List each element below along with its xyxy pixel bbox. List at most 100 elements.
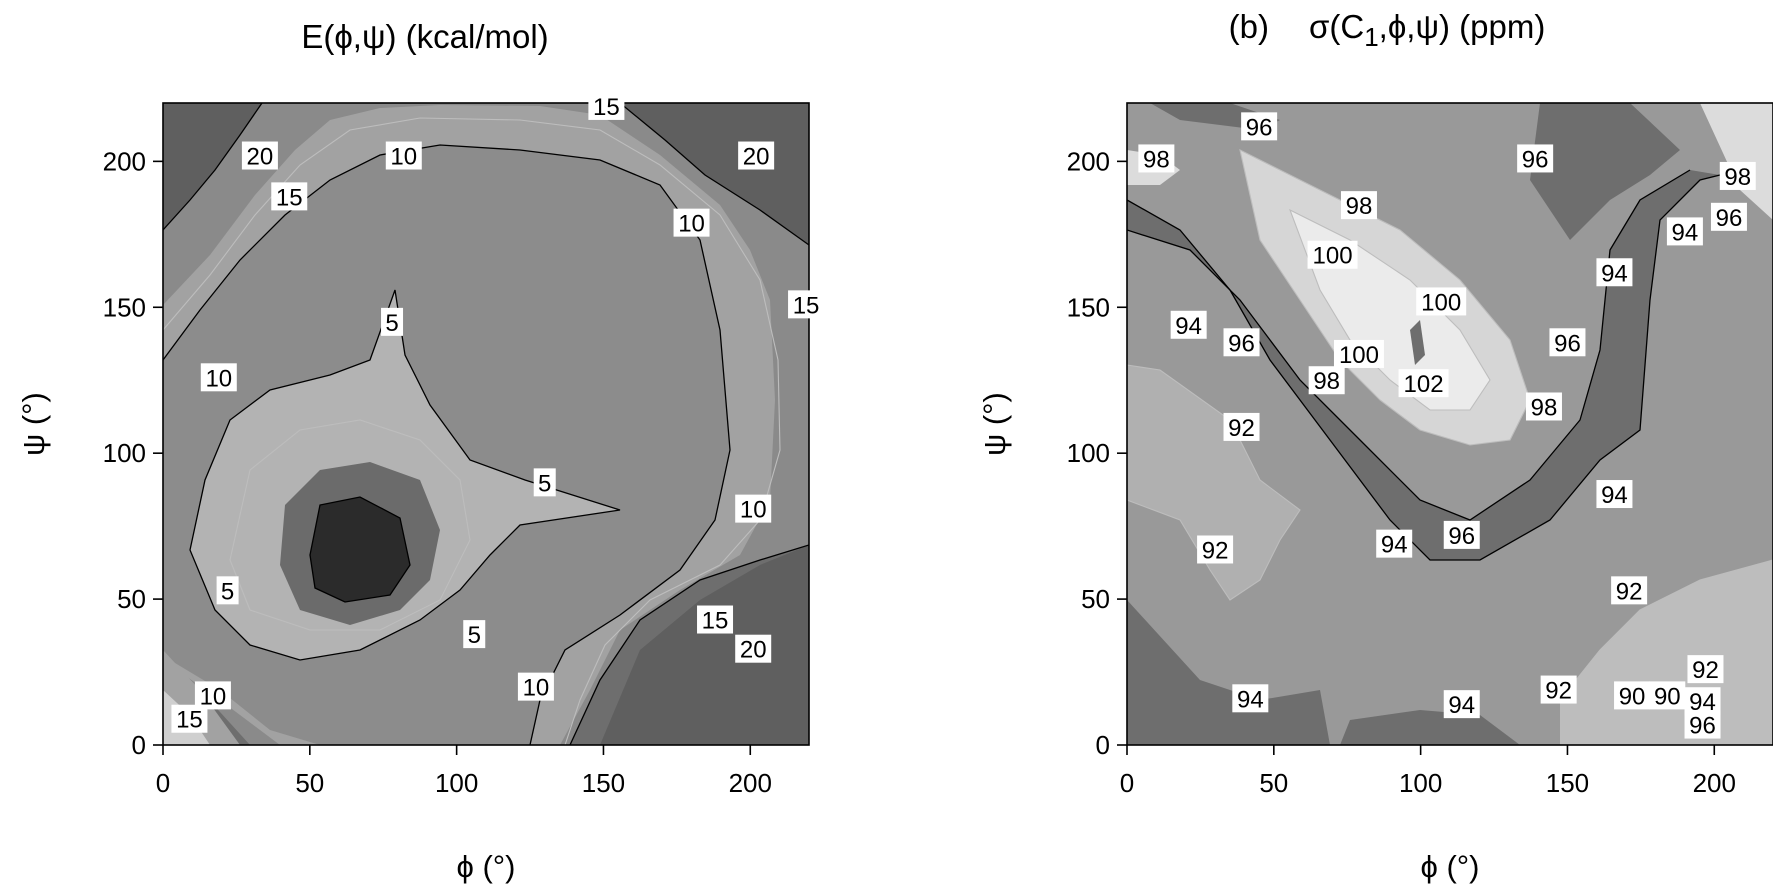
contour-label-box bbox=[1308, 366, 1345, 395]
contour-label-text: 92 bbox=[1545, 678, 1572, 705]
contour-label-text: 96 bbox=[1448, 523, 1475, 550]
contour-label: 15 bbox=[171, 704, 208, 734]
contour-label-text: 96 bbox=[1228, 330, 1255, 357]
contour-label-text: 90 bbox=[1654, 683, 1681, 710]
contour-label-box bbox=[1611, 576, 1648, 605]
contour-label: 96 bbox=[1710, 202, 1747, 232]
band-a-corner-tr bbox=[620, 103, 809, 245]
contour-label-text: 98 bbox=[1346, 193, 1373, 220]
contour-label-text: 94 bbox=[1601, 260, 1628, 287]
contour-label-text: 94 bbox=[1601, 482, 1628, 509]
band-a-corner-tl bbox=[163, 103, 262, 230]
contour-label-box bbox=[673, 208, 710, 237]
panel-b-y-axis: 0 50 100 150 200 bbox=[1067, 146, 1127, 760]
contour-label-text: 98 bbox=[1313, 368, 1340, 395]
band-b-92-left bbox=[1127, 365, 1300, 600]
contour-label-text: 15 bbox=[176, 707, 203, 734]
contour-label: 98 bbox=[1525, 392, 1562, 421]
contour-label-text: 20 bbox=[740, 637, 767, 664]
contour-label: 100 bbox=[1307, 240, 1358, 270]
contour-label-text: 96 bbox=[1522, 146, 1549, 173]
contour-label: 94 bbox=[1443, 690, 1480, 719]
contour-label-text: 94 bbox=[1381, 532, 1408, 559]
contour-label: 98 bbox=[1340, 191, 1377, 220]
contour-label-text: 94 bbox=[1448, 692, 1475, 719]
contour-label-text: 94 bbox=[1237, 686, 1264, 713]
contour-label: 92 bbox=[1223, 412, 1260, 442]
contour-label-box bbox=[1232, 684, 1269, 713]
contour-label: 10 bbox=[385, 141, 422, 171]
contour-label-text: 10 bbox=[678, 211, 705, 238]
contour-label: 20 bbox=[241, 141, 278, 171]
contour-label: 96 bbox=[1517, 144, 1554, 173]
contour-label-box bbox=[1398, 369, 1449, 398]
contour-label: 10 bbox=[517, 672, 554, 702]
panel-a-contour-field bbox=[163, 103, 809, 745]
y-tick-label: 50 bbox=[117, 584, 146, 614]
contour-label-box bbox=[1443, 520, 1480, 549]
contour-label-box bbox=[1525, 392, 1562, 421]
contour-label: 15 bbox=[788, 290, 825, 319]
contour-label-text: 5 bbox=[221, 578, 234, 605]
panel-a-x-axis: 0 50 100 150 200 bbox=[156, 745, 772, 798]
contour-label: 94 bbox=[1232, 684, 1269, 713]
contour-label-text: 92 bbox=[1692, 657, 1719, 684]
contour-label-box bbox=[216, 576, 239, 605]
contour-label-text: 94 bbox=[1672, 219, 1699, 246]
contour-label-box bbox=[1684, 687, 1721, 716]
contour-label-box bbox=[1666, 217, 1703, 246]
contour-label: 15 bbox=[697, 605, 734, 635]
y-tick-label: 50 bbox=[1081, 584, 1110, 614]
contour-label-text: 5 bbox=[385, 310, 398, 337]
x-tick-label: 150 bbox=[582, 768, 625, 798]
y-tick-label: 0 bbox=[1096, 730, 1110, 760]
contour-label: 10 bbox=[200, 363, 237, 392]
x-tick-label: 100 bbox=[1399, 768, 1442, 798]
contour-label-text: 5 bbox=[538, 470, 551, 497]
contour-label: 94 bbox=[1666, 217, 1703, 246]
panel-b-title-subscript: 1 bbox=[1364, 22, 1378, 52]
contour-label-box bbox=[1443, 690, 1480, 719]
contour-label-box bbox=[1710, 202, 1747, 231]
contour-label-text: 5 bbox=[468, 622, 481, 649]
contour-label: 90 bbox=[1614, 681, 1651, 710]
contour-label-box bbox=[735, 494, 772, 523]
contour-label-text: 98 bbox=[1143, 146, 1170, 173]
panel-b-x-axis: 0 50 100 150 200 bbox=[1120, 745, 1736, 798]
contour-label: 100 bbox=[1333, 339, 1384, 369]
contour-label: 92 bbox=[1687, 655, 1724, 684]
contour-label: 10 bbox=[673, 208, 710, 238]
contour-label: 96 bbox=[1223, 328, 1260, 357]
contour-label: 94 bbox=[1596, 258, 1633, 287]
y-tick-label: 100 bbox=[103, 438, 146, 468]
contour-label: 20 bbox=[735, 634, 772, 664]
contour-label: 96 bbox=[1241, 112, 1278, 141]
contour-label-box bbox=[588, 91, 625, 120]
contour-label-box bbox=[200, 363, 237, 392]
band-a-corner-br bbox=[600, 545, 809, 745]
contour-label-text: 96 bbox=[1716, 205, 1743, 232]
band-a-minimum-core bbox=[310, 497, 410, 602]
contour-label-text: 15 bbox=[593, 94, 620, 121]
contour-label-text: 10 bbox=[390, 144, 417, 171]
contour-label-box bbox=[381, 307, 404, 336]
contour-label: 96 bbox=[1549, 328, 1586, 357]
contour-label-box bbox=[1614, 681, 1651, 710]
contour-label-text: 92 bbox=[1228, 415, 1255, 442]
contour-label: 100 bbox=[1416, 287, 1467, 316]
contour-label-box bbox=[1170, 310, 1207, 339]
panel-a-y-axis: 0 50 100 150 200 bbox=[103, 146, 163, 760]
contour-label-box bbox=[1376, 529, 1413, 558]
contour-label-text: 96 bbox=[1554, 330, 1581, 357]
panel-b-x-axis-label: ϕ (°) bbox=[1420, 849, 1479, 884]
contour-label-box bbox=[385, 141, 422, 170]
contour-label-box bbox=[1223, 412, 1260, 441]
panel-b-title-sigma: σ(C bbox=[1309, 8, 1364, 45]
x-tick-label: 0 bbox=[156, 768, 170, 798]
x-tick-label: 200 bbox=[729, 768, 772, 798]
contour-label-text: 92 bbox=[1202, 537, 1229, 564]
contour-label: 98 bbox=[1138, 144, 1175, 173]
x-tick-label: 200 bbox=[1693, 768, 1736, 798]
contour-label: 5 bbox=[463, 620, 486, 649]
